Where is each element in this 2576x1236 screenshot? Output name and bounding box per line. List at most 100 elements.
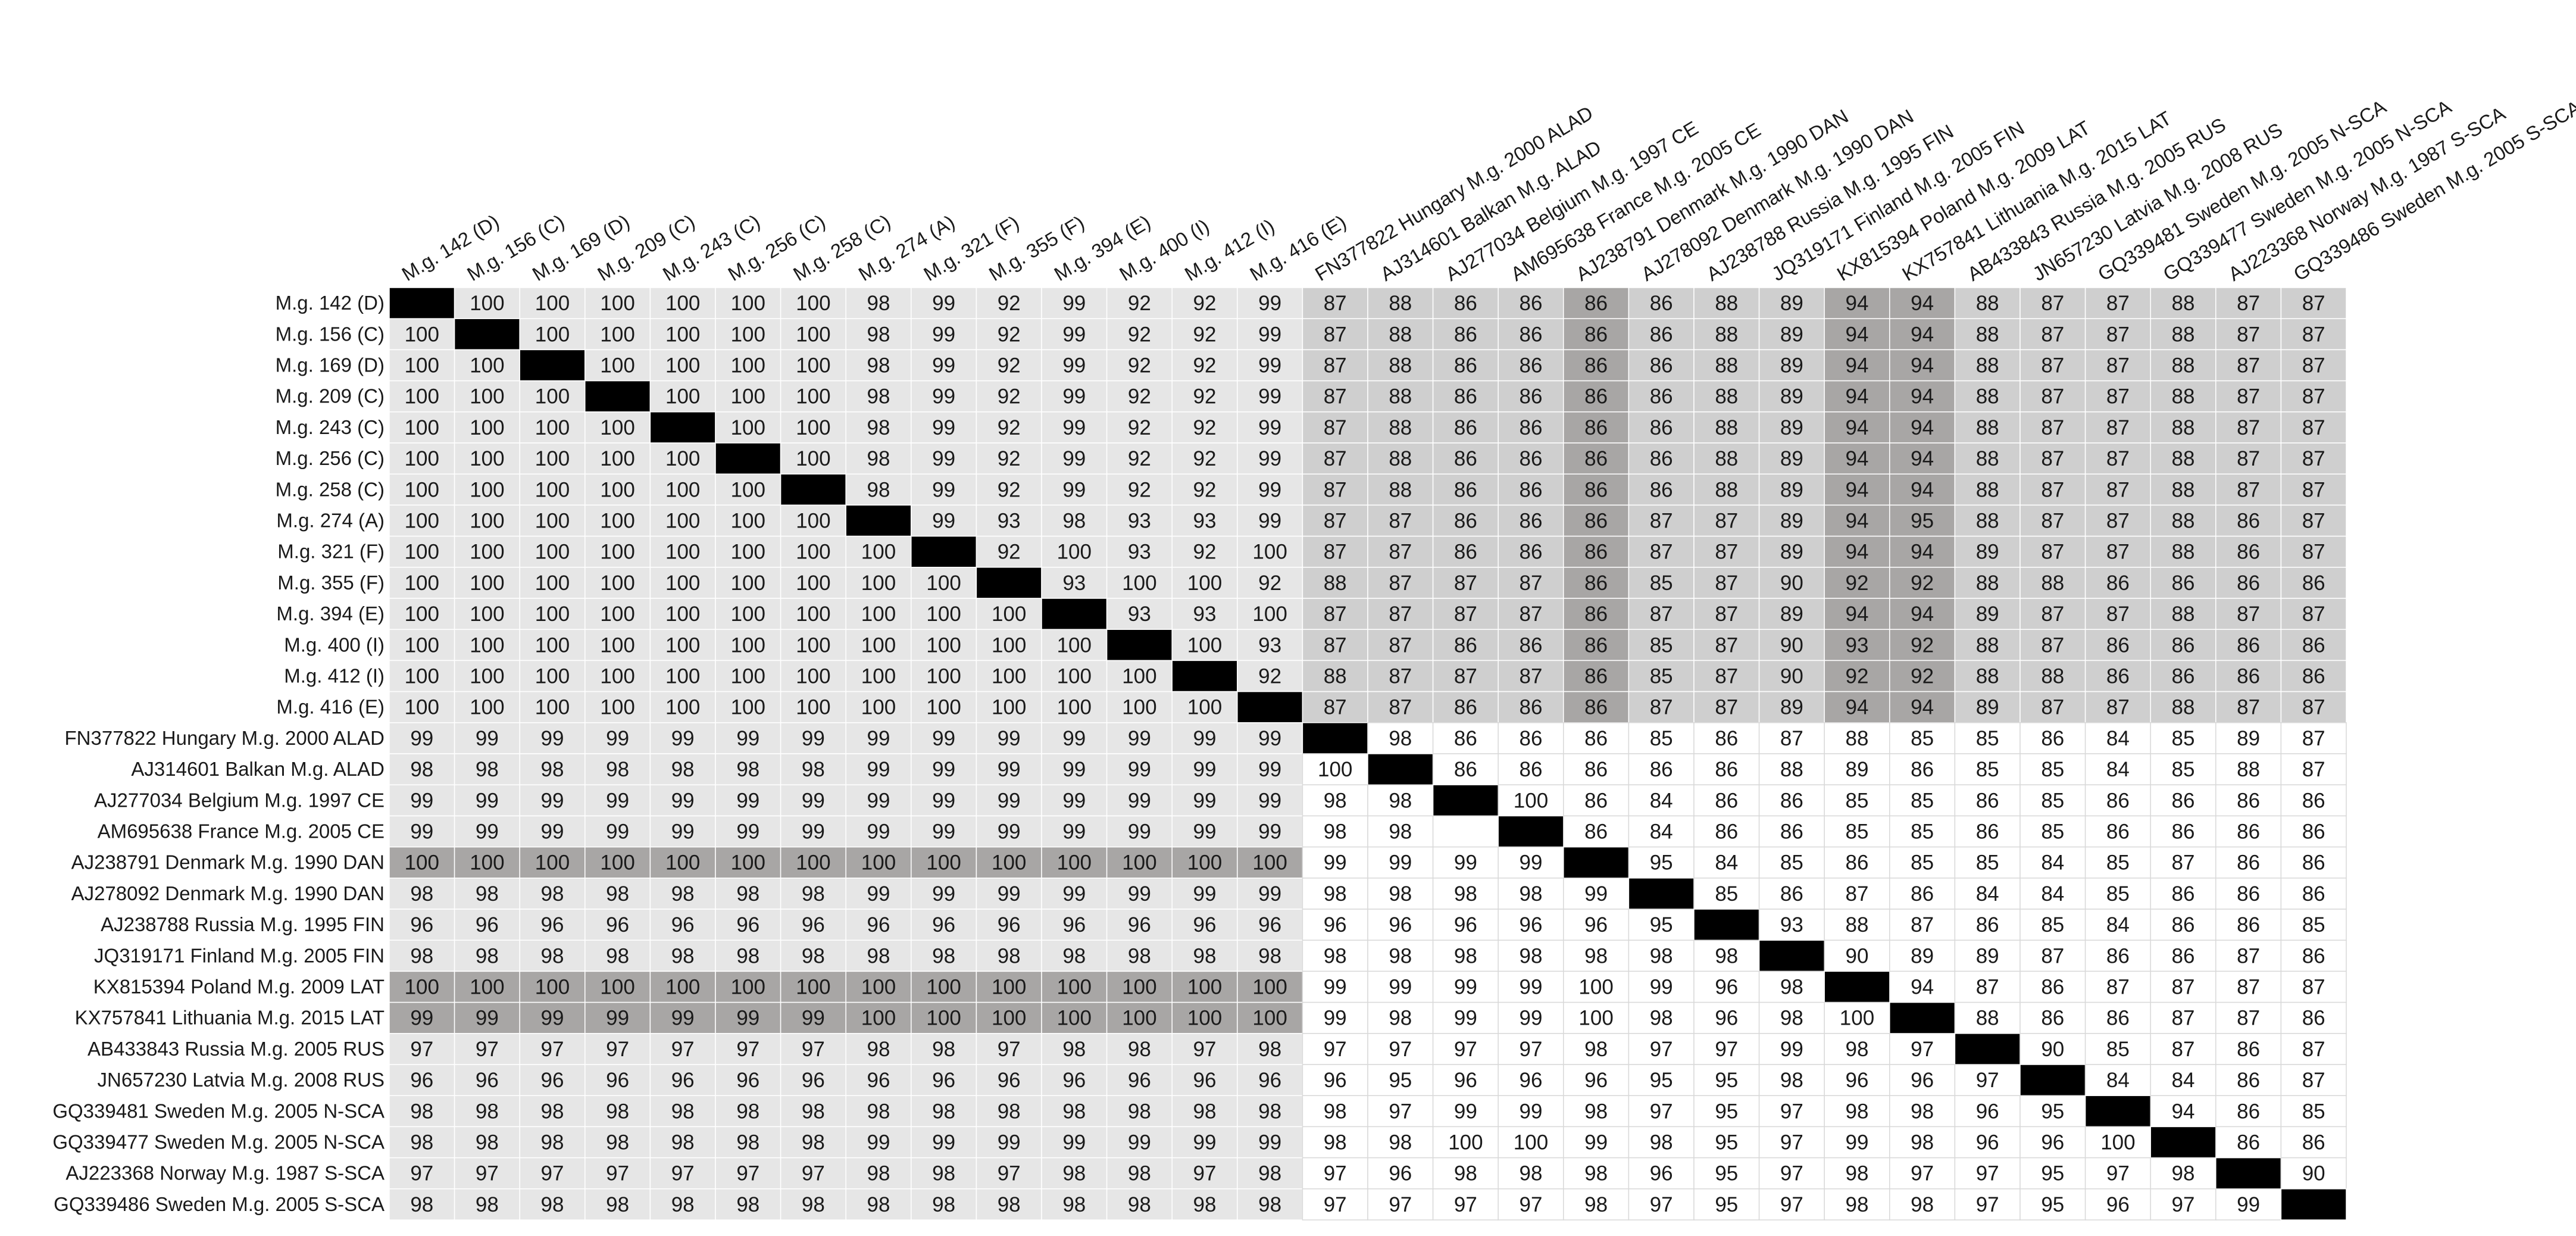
cell-value: 87 bbox=[2106, 323, 2130, 346]
cell-value: 98 bbox=[867, 354, 890, 377]
cell-value: 86 bbox=[1520, 633, 1543, 657]
matrix-cell bbox=[1432, 287, 1499, 319]
matrix-cell bbox=[2280, 629, 2347, 661]
cell-value: 86 bbox=[1715, 727, 1738, 750]
matrix-cell bbox=[2019, 380, 2086, 413]
cell-value: 86 bbox=[2302, 633, 2325, 657]
matrix-cell bbox=[1498, 940, 1564, 972]
cell-value: 96 bbox=[1258, 1069, 1281, 1092]
matrix-cell bbox=[1106, 535, 1173, 568]
matrix-cell bbox=[1302, 940, 1368, 972]
cell-value: 97 bbox=[1780, 1193, 1803, 1216]
cell-value: 100 bbox=[796, 976, 830, 999]
matrix-cell bbox=[2084, 287, 2151, 319]
matrix-cell bbox=[2084, 940, 2151, 972]
cell-value: 88 bbox=[1976, 354, 1999, 377]
matrix-cell bbox=[1628, 909, 1695, 941]
matrix-cell bbox=[1432, 380, 1499, 413]
cell-value: 92 bbox=[1911, 665, 1934, 688]
matrix-cell bbox=[454, 318, 520, 351]
cell-value: 86 bbox=[1584, 758, 1608, 781]
cell-value: 86 bbox=[1584, 603, 1608, 626]
cell-value: 99 bbox=[606, 789, 629, 812]
cell-value: 99 bbox=[410, 1007, 433, 1030]
cell-value: 98 bbox=[1389, 820, 1412, 844]
cell-value: 100 bbox=[600, 633, 634, 657]
matrix-cell bbox=[1954, 411, 2021, 444]
matrix-cell bbox=[1563, 753, 1630, 785]
cell-value: 86 bbox=[2302, 1131, 2325, 1154]
cell-value: 99 bbox=[606, 820, 629, 844]
cell-value: 95 bbox=[2041, 1100, 2064, 1123]
matrix-cell bbox=[780, 535, 846, 568]
cell-value: 92 bbox=[998, 323, 1021, 346]
matrix-cell bbox=[1367, 1064, 1434, 1096]
cell-value: 87 bbox=[1324, 447, 1347, 470]
cell-value: 92 bbox=[1193, 385, 1217, 408]
matrix-cell bbox=[1367, 1033, 1434, 1065]
row-label: M.g. 243 (C) bbox=[276, 416, 384, 438]
cell-value: 97 bbox=[1976, 1069, 1999, 1092]
row-label: M.g. 209 (C) bbox=[276, 385, 384, 407]
cell-value: 100 bbox=[731, 510, 765, 533]
matrix-cell bbox=[1041, 629, 1108, 661]
cell-value: 87 bbox=[2106, 385, 2130, 408]
matrix-cell bbox=[454, 504, 520, 537]
matrix-cell bbox=[1106, 287, 1173, 319]
cell-value: 88 bbox=[1389, 292, 1412, 315]
cell-value: 100 bbox=[405, 323, 439, 346]
matrix-cell bbox=[1498, 722, 1564, 754]
matrix-cell bbox=[1171, 784, 1238, 817]
cell-value: 86 bbox=[1715, 758, 1738, 781]
matrix-cell bbox=[911, 380, 977, 413]
matrix-cell bbox=[1171, 1064, 1238, 1096]
matrix-cell bbox=[1171, 1126, 1238, 1159]
matrix-cell bbox=[780, 1126, 846, 1159]
cell-value: 100 bbox=[405, 665, 439, 688]
cell-value: 98 bbox=[1258, 1100, 1281, 1123]
cell-value: 85 bbox=[1650, 633, 1673, 657]
matrix-cell bbox=[2215, 535, 2282, 568]
matrix-cell bbox=[2280, 909, 2347, 941]
cell-value: 96 bbox=[802, 913, 825, 937]
cell-value: 87 bbox=[2041, 603, 2064, 626]
cell-value: 98 bbox=[1128, 1162, 1151, 1185]
matrix-cell bbox=[1367, 442, 1434, 475]
cell-value: 100 bbox=[405, 572, 439, 595]
matrix-cell bbox=[1041, 691, 1108, 723]
cell-value: 87 bbox=[2041, 633, 2064, 657]
cell-value: 94 bbox=[1846, 354, 1869, 377]
cell-value: 84 bbox=[1650, 789, 1673, 812]
matrix-cell bbox=[2019, 753, 2086, 785]
matrix-cell bbox=[715, 318, 781, 351]
matrix-cell bbox=[715, 629, 781, 661]
cell-value: 100 bbox=[1252, 541, 1287, 564]
matrix-cells bbox=[389, 287, 2347, 1221]
cell-value: 96 bbox=[1193, 1069, 1217, 1092]
matrix-cell bbox=[1628, 1188, 1695, 1221]
cell-value: 97 bbox=[1389, 1038, 1412, 1061]
matrix-cell bbox=[1302, 878, 1368, 910]
cell-value: 96 bbox=[476, 1069, 499, 1092]
matrix-cell bbox=[845, 287, 912, 319]
cell-value: 86 bbox=[1454, 385, 1477, 408]
matrix-cell bbox=[649, 1033, 716, 1065]
matrix-cell bbox=[1367, 940, 1434, 972]
matrix-cell bbox=[1237, 598, 1303, 630]
cell-value: 96 bbox=[1520, 913, 1543, 937]
cell-value: 98 bbox=[867, 478, 890, 501]
cell-value: 88 bbox=[2172, 354, 2195, 377]
row-label: JQ319171 Finland M.g. 2005 FIN bbox=[94, 944, 384, 966]
cell-value: 98 bbox=[736, 882, 759, 906]
cell-value: 98 bbox=[1846, 1100, 1869, 1123]
cell-value: 100 bbox=[665, 478, 700, 501]
cell-value: 99 bbox=[1258, 323, 1281, 346]
cell-value: 86 bbox=[2237, 820, 2260, 844]
cell-value: 95 bbox=[1650, 851, 1673, 875]
matrix-cell bbox=[715, 504, 781, 537]
matrix-cell bbox=[1498, 691, 1564, 723]
cell-value: 85 bbox=[2106, 851, 2130, 875]
cell-value: 98 bbox=[932, 944, 955, 967]
cell-value: 98 bbox=[1324, 882, 1347, 906]
cell-value: 100 bbox=[926, 603, 961, 626]
